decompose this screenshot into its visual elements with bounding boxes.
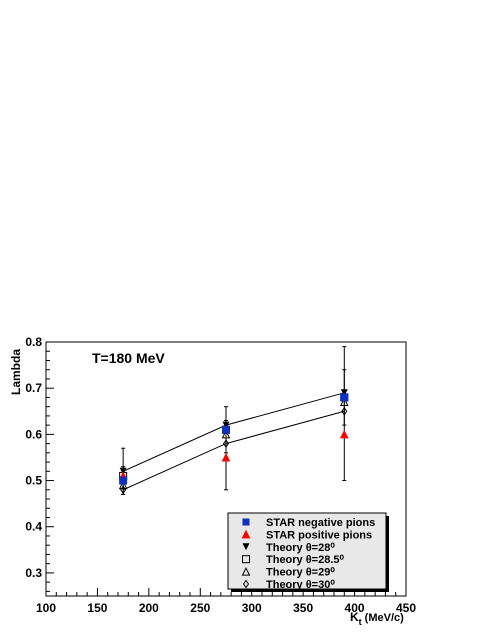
legend-label: Theory θ=30⁰ <box>266 579 335 591</box>
data-point <box>120 485 127 495</box>
y-tick-label: 0.7 <box>25 381 42 395</box>
legend-label: STAR positive pions <box>266 529 372 541</box>
x-tick-label: 300 <box>242 601 262 615</box>
y-tick-label: 0.4 <box>25 520 42 534</box>
y-tick-label: 0.6 <box>25 427 42 441</box>
temperature-annotation: T=180 MeV <box>92 350 165 366</box>
data-point <box>119 467 127 475</box>
data-point <box>119 476 128 485</box>
x-tick-label: 100 <box>36 601 56 615</box>
x-axis-title-sub: t <box>359 617 362 627</box>
plot-frame <box>45 341 407 597</box>
tick-labels: 100 150 200 250 300 350 400 450 0.3 0.4 0.5 0.6 0.7 0… <box>25 335 416 615</box>
x-tick-label: 450 <box>396 601 416 615</box>
y-tick-label: 0.3 <box>25 566 42 580</box>
y-tick-label: 0.8 <box>25 335 42 349</box>
x-tick-label: 250 <box>190 601 210 615</box>
x-tick-label: 150 <box>87 601 107 615</box>
data-point <box>341 406 348 416</box>
data-point <box>222 421 230 429</box>
x-tick-label: 200 <box>139 601 159 615</box>
data-point <box>339 429 349 439</box>
y-tick-label: 0.5 <box>25 474 42 488</box>
data-point <box>118 480 128 490</box>
data-markers <box>118 389 349 495</box>
legend-marker <box>241 529 251 539</box>
data-point <box>221 452 231 462</box>
axis-ticks <box>45 341 407 596</box>
data-point <box>340 389 348 397</box>
x-axis-title-main: K <box>350 610 359 624</box>
legend-label: Theory θ=28⁰ <box>266 542 335 554</box>
x-tick-label: 350 <box>293 601 313 615</box>
x-tick-label: 400 <box>345 601 365 615</box>
data-point <box>340 393 349 402</box>
legend-marker <box>241 566 251 576</box>
x-axis-title-unit: (MeV/c) <box>365 612 404 624</box>
theory-lines <box>122 392 345 491</box>
legend-marker <box>242 543 250 551</box>
legend-label: STAR negative pions <box>266 517 375 529</box>
legend-label: Theory θ=28.5⁰ <box>266 554 345 566</box>
data-point <box>339 397 349 407</box>
legend-marker <box>242 555 250 564</box>
series-line <box>122 392 345 472</box>
legend-marker <box>242 579 250 589</box>
legend-box <box>227 512 387 590</box>
data-point <box>222 439 230 448</box>
legend-label: Theory θ=29⁰ <box>266 567 335 579</box>
x-axis-title: Kt (MeV/c) <box>350 610 404 627</box>
y-axis-title: Lambda <box>9 349 23 395</box>
data-point <box>221 429 231 439</box>
data-point <box>222 425 230 434</box>
error-bars <box>121 346 347 495</box>
legend-marker <box>242 518 250 526</box>
